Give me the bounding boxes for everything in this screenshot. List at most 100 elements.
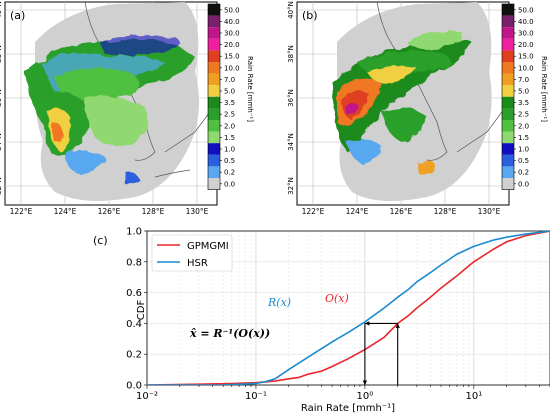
map-a-lon-labels: 122°E 124°E 126°E 128°E 130°E (10, 207, 209, 216)
lat-tick-label: 32°N (287, 177, 295, 195)
colorbar-b-swatch (502, 73, 514, 86)
annotation-formula: x̂ = R⁻¹(O(x)) (189, 327, 270, 340)
y-tick-label: 0.8 (126, 257, 142, 268)
map-a-lat-labels: 40°N 38°N 36°N 34°N 32°N (0, 1, 3, 195)
colorbar-b-tick-label: 2.0 (518, 122, 529, 130)
lon-tick-label: 122°E (10, 207, 33, 216)
colorbar-b-tick-label: 3.5 (518, 99, 529, 107)
colorbar-b-swatch (502, 38, 514, 51)
colorbar-a-swatch (208, 73, 220, 86)
arrow-up-from-x-head (395, 323, 400, 328)
cdf-mapping-arrows (362, 321, 400, 385)
y-tick-label: 0.6 (126, 288, 142, 299)
map-a-rain-field (25, 35, 195, 186)
colorbar-a-tick-label: 7.0 (224, 76, 235, 84)
lon-tick-label: 128°E (434, 207, 457, 216)
colorbar-a-tick-label: 2.5 (224, 111, 235, 119)
panel-label-c: (c) (93, 234, 108, 247)
colorbar-b-tick-label: 15.0 (518, 53, 534, 61)
colorbar-b-swatch (502, 143, 514, 155)
x-tick-label: 10⁻² (136, 391, 158, 402)
lat-tick-label: 38°N (0, 45, 3, 63)
map-b-lon-labels: 122°E 124°E 126°E 128°E 130°E (302, 207, 501, 216)
lat-tick-label: 40°N (287, 1, 295, 19)
colorbar-a-tick-label: 1.5 (224, 134, 235, 142)
map-b-lat-labels: 40°N 38°N 36°N 34°N 32°N (287, 1, 295, 195)
colorbar-b-swatch (502, 4, 514, 16)
colorbar-a-swatch (208, 154, 220, 167)
lon-tick-label: 124°E (346, 207, 369, 216)
colorbar-b-tick-label: 0.5 (518, 157, 529, 165)
colorbar-b-swatch (502, 108, 514, 120)
colorbar-b-tick-label: 50.0 (518, 6, 534, 14)
colorbar-b-tick-label: 0.2 (518, 169, 529, 177)
lat-tick-label: 40°N (0, 1, 3, 19)
lat-tick-label: 34°N (0, 133, 3, 151)
colorbar-a-tick-label: 0.2 (224, 169, 235, 177)
y-tick-label: 0.0 (126, 381, 142, 392)
colorbar-b-tick-label: 0.0 (518, 180, 529, 188)
x-axis-title: Rain Rate [mmh⁻¹] (301, 403, 395, 413)
lon-tick-label: 124°E (54, 207, 77, 216)
colorbar-a-swatch (208, 4, 220, 16)
colorbar-a-swatch (208, 143, 220, 155)
colorbar-a-tick-label: 30.0 (224, 30, 240, 38)
annotation-r-of-x: R(x) (267, 296, 291, 309)
colorbar-b-tick-label: 2.5 (518, 111, 529, 119)
cdf-series-layer (147, 231, 550, 385)
colorbar-b-swatch (502, 15, 514, 28)
colorbar-a-swatch (208, 62, 220, 74)
colorbar-b-swatch (502, 62, 514, 74)
cdf-legend: GPMGMI HSR (151, 234, 233, 272)
colorbar-a-tick-label: 0.0 (224, 180, 235, 188)
colorbar-b-swatch (502, 120, 514, 132)
lon-tick-label: 130°E (186, 207, 209, 216)
arrow-left-to-r-head (364, 321, 370, 326)
lon-tick-label: 128°E (142, 207, 165, 216)
lon-tick-label: 130°E (478, 207, 501, 216)
legend-label-hsr: HSR (187, 258, 208, 269)
colorbar-a-swatch (208, 131, 220, 144)
map-b-rain-field (332, 30, 472, 176)
y-tick-label: 0.4 (126, 319, 142, 330)
x-tick-label: 10⁻¹ (245, 391, 267, 402)
colorbar-b-tick-label: 30.0 (518, 30, 534, 38)
lon-tick-label: 126°E (390, 207, 413, 216)
colorbar-b-tick-label: 5.0 (518, 88, 529, 96)
colorbar-a-swatch (208, 50, 220, 62)
cdf-chart: (c) 10⁻² 10⁻¹ 10⁰ 10¹ 0.0 0.2 0.4 0.6 0.8 1.0 GPM… (93, 227, 550, 414)
colorbar-a-tick-label: 2.0 (224, 122, 235, 130)
colorbar-a-tick-label: 50.0 (224, 6, 240, 14)
colorbar-a-tick-label: 10.0 (224, 64, 240, 72)
y-axis-title: CDF (136, 300, 147, 321)
series-line-hsr (147, 231, 550, 385)
colorbar-b-tick-label: 1.5 (518, 134, 529, 142)
map-panel-b: 40°N 38°N 36°N 34°N 32°N 122°E 124°E 126… (287, 1, 510, 216)
colorbar-a-swatch (208, 96, 220, 109)
colorbar-b-tick-label: 10.0 (518, 64, 534, 72)
colorbar-b-swatch (502, 96, 514, 109)
colorbar-a-swatch (208, 38, 220, 51)
cdf-plot-frame (146, 230, 550, 386)
colorbar-a-tick-label: 3.5 (224, 99, 235, 107)
colorbar-b-swatch (502, 154, 514, 167)
colorbar-a-tick-label: 15.0 (224, 53, 240, 61)
lat-tick-label: 32°N (0, 177, 3, 195)
map-panel-a: 40°N 38°N 36°N 34°N 32°N 122°E 124°E 126… (0, 1, 218, 216)
y-tick-label: 1.0 (126, 227, 142, 238)
lat-tick-label: 36°N (0, 89, 3, 107)
colorbar-a-tick-label: 1.0 (224, 146, 235, 154)
panel-label-a: (a) (10, 9, 25, 22)
colorbar-b: 50.0 40.0 30.0 20.0 15.0 10.0 7.0 5.0 3.5 2.5 2.0 1… (501, 3, 548, 190)
colorbar-a-swatch (208, 85, 220, 97)
colorbar-a-label: Rain Rate [mmh⁻¹] (246, 56, 254, 122)
colorbar-b-tick-label: 7.0 (518, 76, 529, 84)
arrow-down-to-xhat-head (362, 380, 368, 385)
annotation-o-of-x: O(x) (325, 292, 349, 305)
colorbar-a-swatch (208, 108, 220, 120)
series-line-gpmgmi (147, 231, 550, 385)
colorbar-b-tick-label: 40.0 (518, 18, 534, 26)
x-tick-label: 10⁰ (357, 391, 374, 402)
lon-tick-label: 122°E (302, 207, 325, 216)
